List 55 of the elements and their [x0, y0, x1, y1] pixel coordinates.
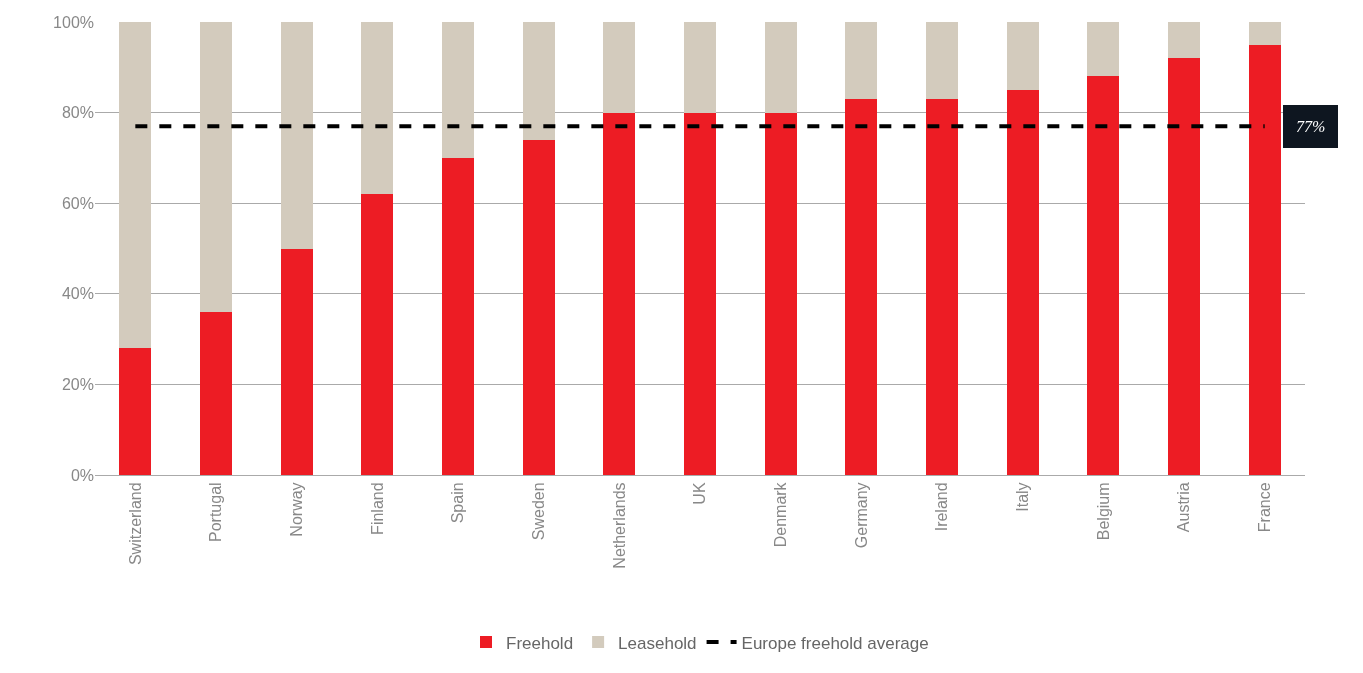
- x-tick-label: Belgium: [1094, 482, 1112, 541]
- x-tick-label: Switzerland: [126, 482, 144, 566]
- bar: [683, 22, 717, 113]
- bar: [199, 311, 233, 475]
- bar: [764, 22, 797, 113]
- legend-label: Freehold: [506, 633, 574, 653]
- bar: [199, 22, 233, 312]
- bar: [1167, 22, 1201, 59]
- x-tick-label: UK: [691, 482, 709, 505]
- annotation: 77%: [1296, 118, 1326, 135]
- x-tick-label: Finland: [368, 482, 386, 535]
- y-tick-label: 80%: [61, 104, 94, 122]
- bar: [925, 99, 959, 475]
- bar: [925, 22, 959, 100]
- x-tick-label: Spain: [449, 482, 467, 524]
- bar: [1087, 22, 1120, 77]
- bar: [845, 99, 878, 475]
- bar: [441, 157, 475, 475]
- bar: [603, 112, 636, 475]
- bar: [1248, 44, 1281, 475]
- x-tick-label: Sweden: [529, 482, 547, 541]
- x-tick-label: Portugal: [207, 482, 225, 542]
- bar: [119, 22, 152, 349]
- bar: [522, 139, 555, 475]
- x-tick-label: Germany: [852, 482, 870, 549]
- x-tick-label: Netherlands: [610, 482, 628, 569]
- y-tick-label: 40%: [61, 285, 94, 303]
- y-tick-label: 0%: [70, 466, 94, 484]
- bar: [280, 22, 313, 249]
- y-tick-label: 20%: [61, 376, 94, 393]
- bar: [441, 22, 475, 158]
- bar: [1167, 58, 1201, 475]
- x-tick-label: France: [1255, 482, 1273, 533]
- bar: [683, 112, 717, 475]
- bar: [764, 112, 797, 475]
- x-tick-label: Italy: [1013, 482, 1031, 512]
- legend-label: Leasehold: [618, 633, 697, 653]
- legend-label: Europe freehold average: [741, 633, 929, 653]
- bar: [1087, 76, 1120, 475]
- x-tick-label: Austria: [1175, 482, 1193, 533]
- bar: [522, 22, 555, 140]
- bar: [1006, 89, 1039, 475]
- bar: [119, 348, 152, 475]
- y-tick-label: 60%: [61, 194, 94, 212]
- bar: [361, 22, 394, 195]
- y-tick-label: 100%: [53, 13, 94, 31]
- bar: [845, 22, 878, 100]
- bar: [1006, 22, 1039, 90]
- x-tick-label: Denmark: [771, 481, 789, 548]
- bar: [280, 248, 313, 475]
- bar: [603, 22, 636, 113]
- bar: [361, 194, 394, 475]
- bar: [1248, 22, 1281, 45]
- x-tick-label: Ireland: [933, 482, 951, 532]
- x-tick-label: Norway: [287, 482, 305, 537]
